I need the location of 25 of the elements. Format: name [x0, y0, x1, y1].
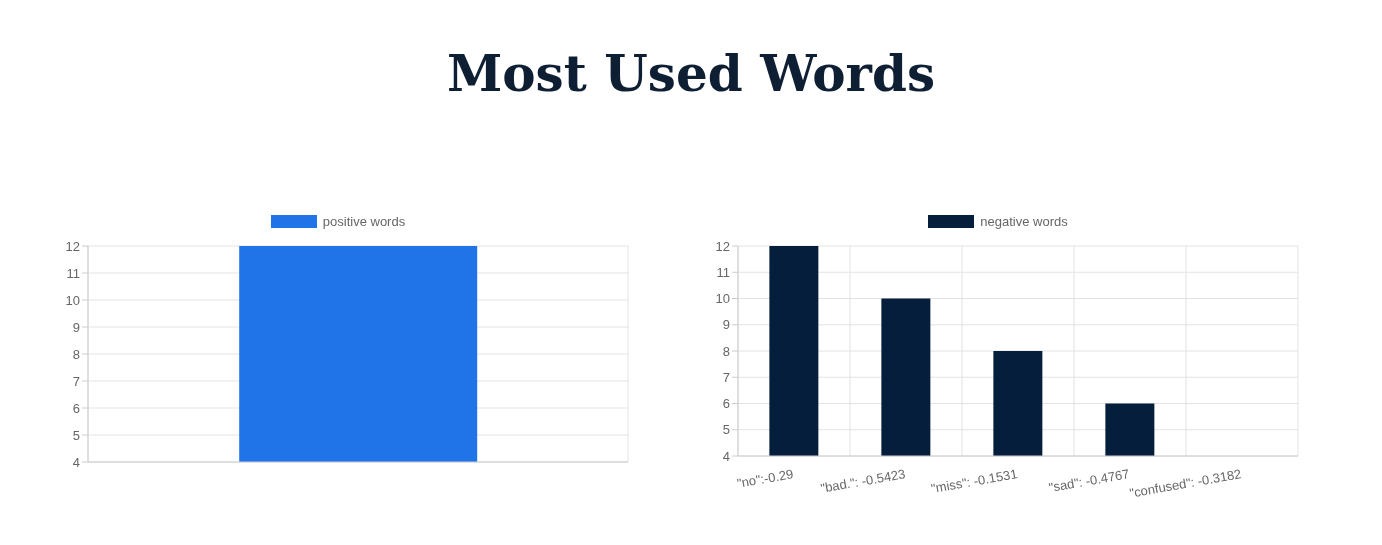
y-tick-label: 9	[72, 319, 80, 335]
y-tick-label: 9	[722, 317, 730, 333]
x-tick-label: "no":-0.29	[735, 466, 795, 491]
y-tick-label: 12	[65, 238, 80, 254]
chart-title: Most Used Words	[446, 43, 936, 103]
legend-label: positive words	[322, 214, 406, 229]
x-tick-label: "miss": -0.1531	[929, 466, 1019, 497]
y-tick-label: 5	[72, 427, 80, 443]
y-tick-label: 12	[715, 238, 730, 254]
y-tick-label: 10	[715, 291, 730, 307]
y-tick-label: 10	[65, 292, 80, 308]
y-tick-label: 5	[722, 422, 730, 438]
y-tick-label: 6	[722, 396, 730, 412]
x-tick-label: "bad.": -0.5423	[819, 466, 907, 496]
y-tick-label: 4	[722, 448, 730, 464]
y-tick-label: 11	[66, 265, 80, 281]
y-tick-label: 8	[72, 346, 80, 362]
x-tick-label: "confused": -0.3182	[1128, 466, 1243, 501]
y-tick-label: 8	[722, 343, 730, 359]
y-tick-label: 11	[716, 264, 730, 280]
y-tick-label: 4	[72, 454, 80, 470]
legend-label: negative words	[980, 214, 1068, 229]
y-tick-label: 7	[72, 373, 80, 389]
y-tick-label: 6	[72, 400, 80, 416]
y-tick-label: 7	[722, 369, 730, 385]
